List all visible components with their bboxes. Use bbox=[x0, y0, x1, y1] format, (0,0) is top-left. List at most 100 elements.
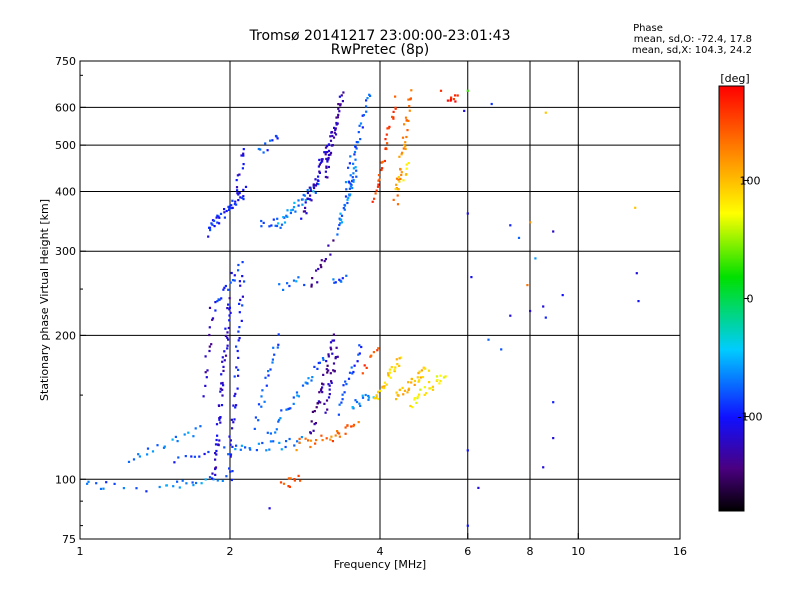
data-point bbox=[332, 333, 335, 336]
data-point bbox=[329, 253, 332, 256]
data-point bbox=[344, 195, 348, 198]
data-point bbox=[395, 177, 399, 180]
data-point bbox=[271, 139, 274, 142]
data-point bbox=[321, 160, 324, 163]
data-point bbox=[466, 524, 469, 527]
data-point bbox=[402, 147, 405, 150]
data-point bbox=[242, 188, 245, 191]
data-point bbox=[261, 441, 264, 445]
data-point bbox=[260, 219, 263, 223]
data-point bbox=[294, 210, 297, 213]
data-point bbox=[285, 408, 288, 411]
data-point bbox=[392, 117, 395, 120]
data-point bbox=[222, 369, 225, 372]
data-point bbox=[399, 177, 402, 180]
data-point bbox=[226, 307, 229, 310]
data-point bbox=[362, 114, 365, 117]
data-point bbox=[249, 448, 252, 451]
data-point bbox=[316, 179, 319, 182]
x-tick-label: 4 bbox=[377, 545, 384, 558]
data-point bbox=[344, 432, 347, 435]
data-point bbox=[292, 402, 295, 405]
data-point bbox=[217, 443, 220, 446]
data-point bbox=[377, 174, 381, 177]
data-point bbox=[404, 145, 407, 148]
data-point bbox=[241, 304, 244, 307]
data-point bbox=[346, 198, 349, 201]
data-point bbox=[208, 345, 211, 348]
data-point bbox=[313, 423, 316, 426]
colorbar bbox=[718, 85, 745, 512]
data-point bbox=[338, 95, 341, 98]
colorbar-ticks: 100 0 -100 bbox=[738, 174, 763, 423]
data-point bbox=[439, 89, 443, 92]
data-point bbox=[192, 484, 195, 487]
colorbar-tick-label: 0 bbox=[747, 293, 754, 306]
data-point bbox=[364, 393, 367, 397]
data-point bbox=[413, 379, 416, 383]
data-point bbox=[208, 306, 212, 309]
data-point bbox=[223, 350, 226, 353]
data-point bbox=[394, 188, 397, 191]
data-point bbox=[319, 263, 322, 267]
data-point bbox=[327, 157, 330, 160]
data-point bbox=[187, 431, 190, 434]
data-point bbox=[333, 281, 336, 284]
data-point bbox=[396, 393, 399, 397]
data-point bbox=[341, 393, 344, 396]
data-point bbox=[351, 186, 354, 190]
data-point bbox=[407, 162, 410, 165]
data-point bbox=[223, 208, 226, 211]
data-point bbox=[285, 214, 288, 217]
data-point bbox=[293, 479, 296, 482]
data-point bbox=[319, 401, 322, 404]
data-point bbox=[236, 189, 239, 192]
data-point bbox=[358, 344, 361, 347]
data-point bbox=[413, 398, 416, 401]
data-point bbox=[341, 100, 344, 103]
data-point bbox=[392, 116, 395, 119]
data-point bbox=[195, 481, 198, 485]
data-point bbox=[263, 400, 266, 403]
data-point bbox=[416, 376, 419, 379]
y-axis-ticks: 75 100 200 300 400 500 600 750 bbox=[55, 55, 86, 546]
data-point bbox=[221, 394, 224, 397]
x-tick-label: 16 bbox=[673, 545, 687, 558]
data-point bbox=[226, 336, 229, 339]
data-point bbox=[354, 166, 357, 169]
data-point bbox=[405, 163, 408, 166]
data-point bbox=[635, 272, 638, 275]
data-point bbox=[333, 131, 336, 134]
data-point bbox=[340, 221, 344, 224]
data-point bbox=[224, 327, 227, 330]
data-point bbox=[225, 475, 228, 478]
data-point bbox=[310, 420, 313, 423]
data-point bbox=[315, 439, 318, 442]
data-point bbox=[282, 482, 286, 485]
data-point bbox=[466, 449, 469, 452]
data-point bbox=[229, 439, 232, 442]
data-point bbox=[241, 261, 244, 264]
data-point bbox=[326, 158, 329, 161]
data-point bbox=[332, 339, 336, 342]
data-point bbox=[454, 94, 457, 97]
data-point bbox=[337, 107, 340, 110]
data-point bbox=[257, 442, 260, 445]
data-point bbox=[354, 399, 357, 402]
data-point bbox=[327, 383, 330, 386]
data-point bbox=[176, 440, 179, 443]
data-point bbox=[208, 349, 211, 353]
data-point bbox=[407, 381, 410, 384]
data-point bbox=[223, 211, 226, 214]
data-point bbox=[326, 371, 329, 374]
data-point bbox=[208, 226, 212, 229]
data-point bbox=[231, 279, 235, 282]
data-point bbox=[146, 453, 149, 456]
data-point bbox=[319, 389, 323, 392]
data-point bbox=[269, 440, 272, 443]
data-point bbox=[219, 390, 222, 393]
data-point bbox=[331, 352, 334, 355]
data-point bbox=[417, 380, 420, 383]
y-axis-label: Stationary phase Virtual Height [km] bbox=[38, 199, 51, 401]
data-point bbox=[300, 217, 303, 220]
